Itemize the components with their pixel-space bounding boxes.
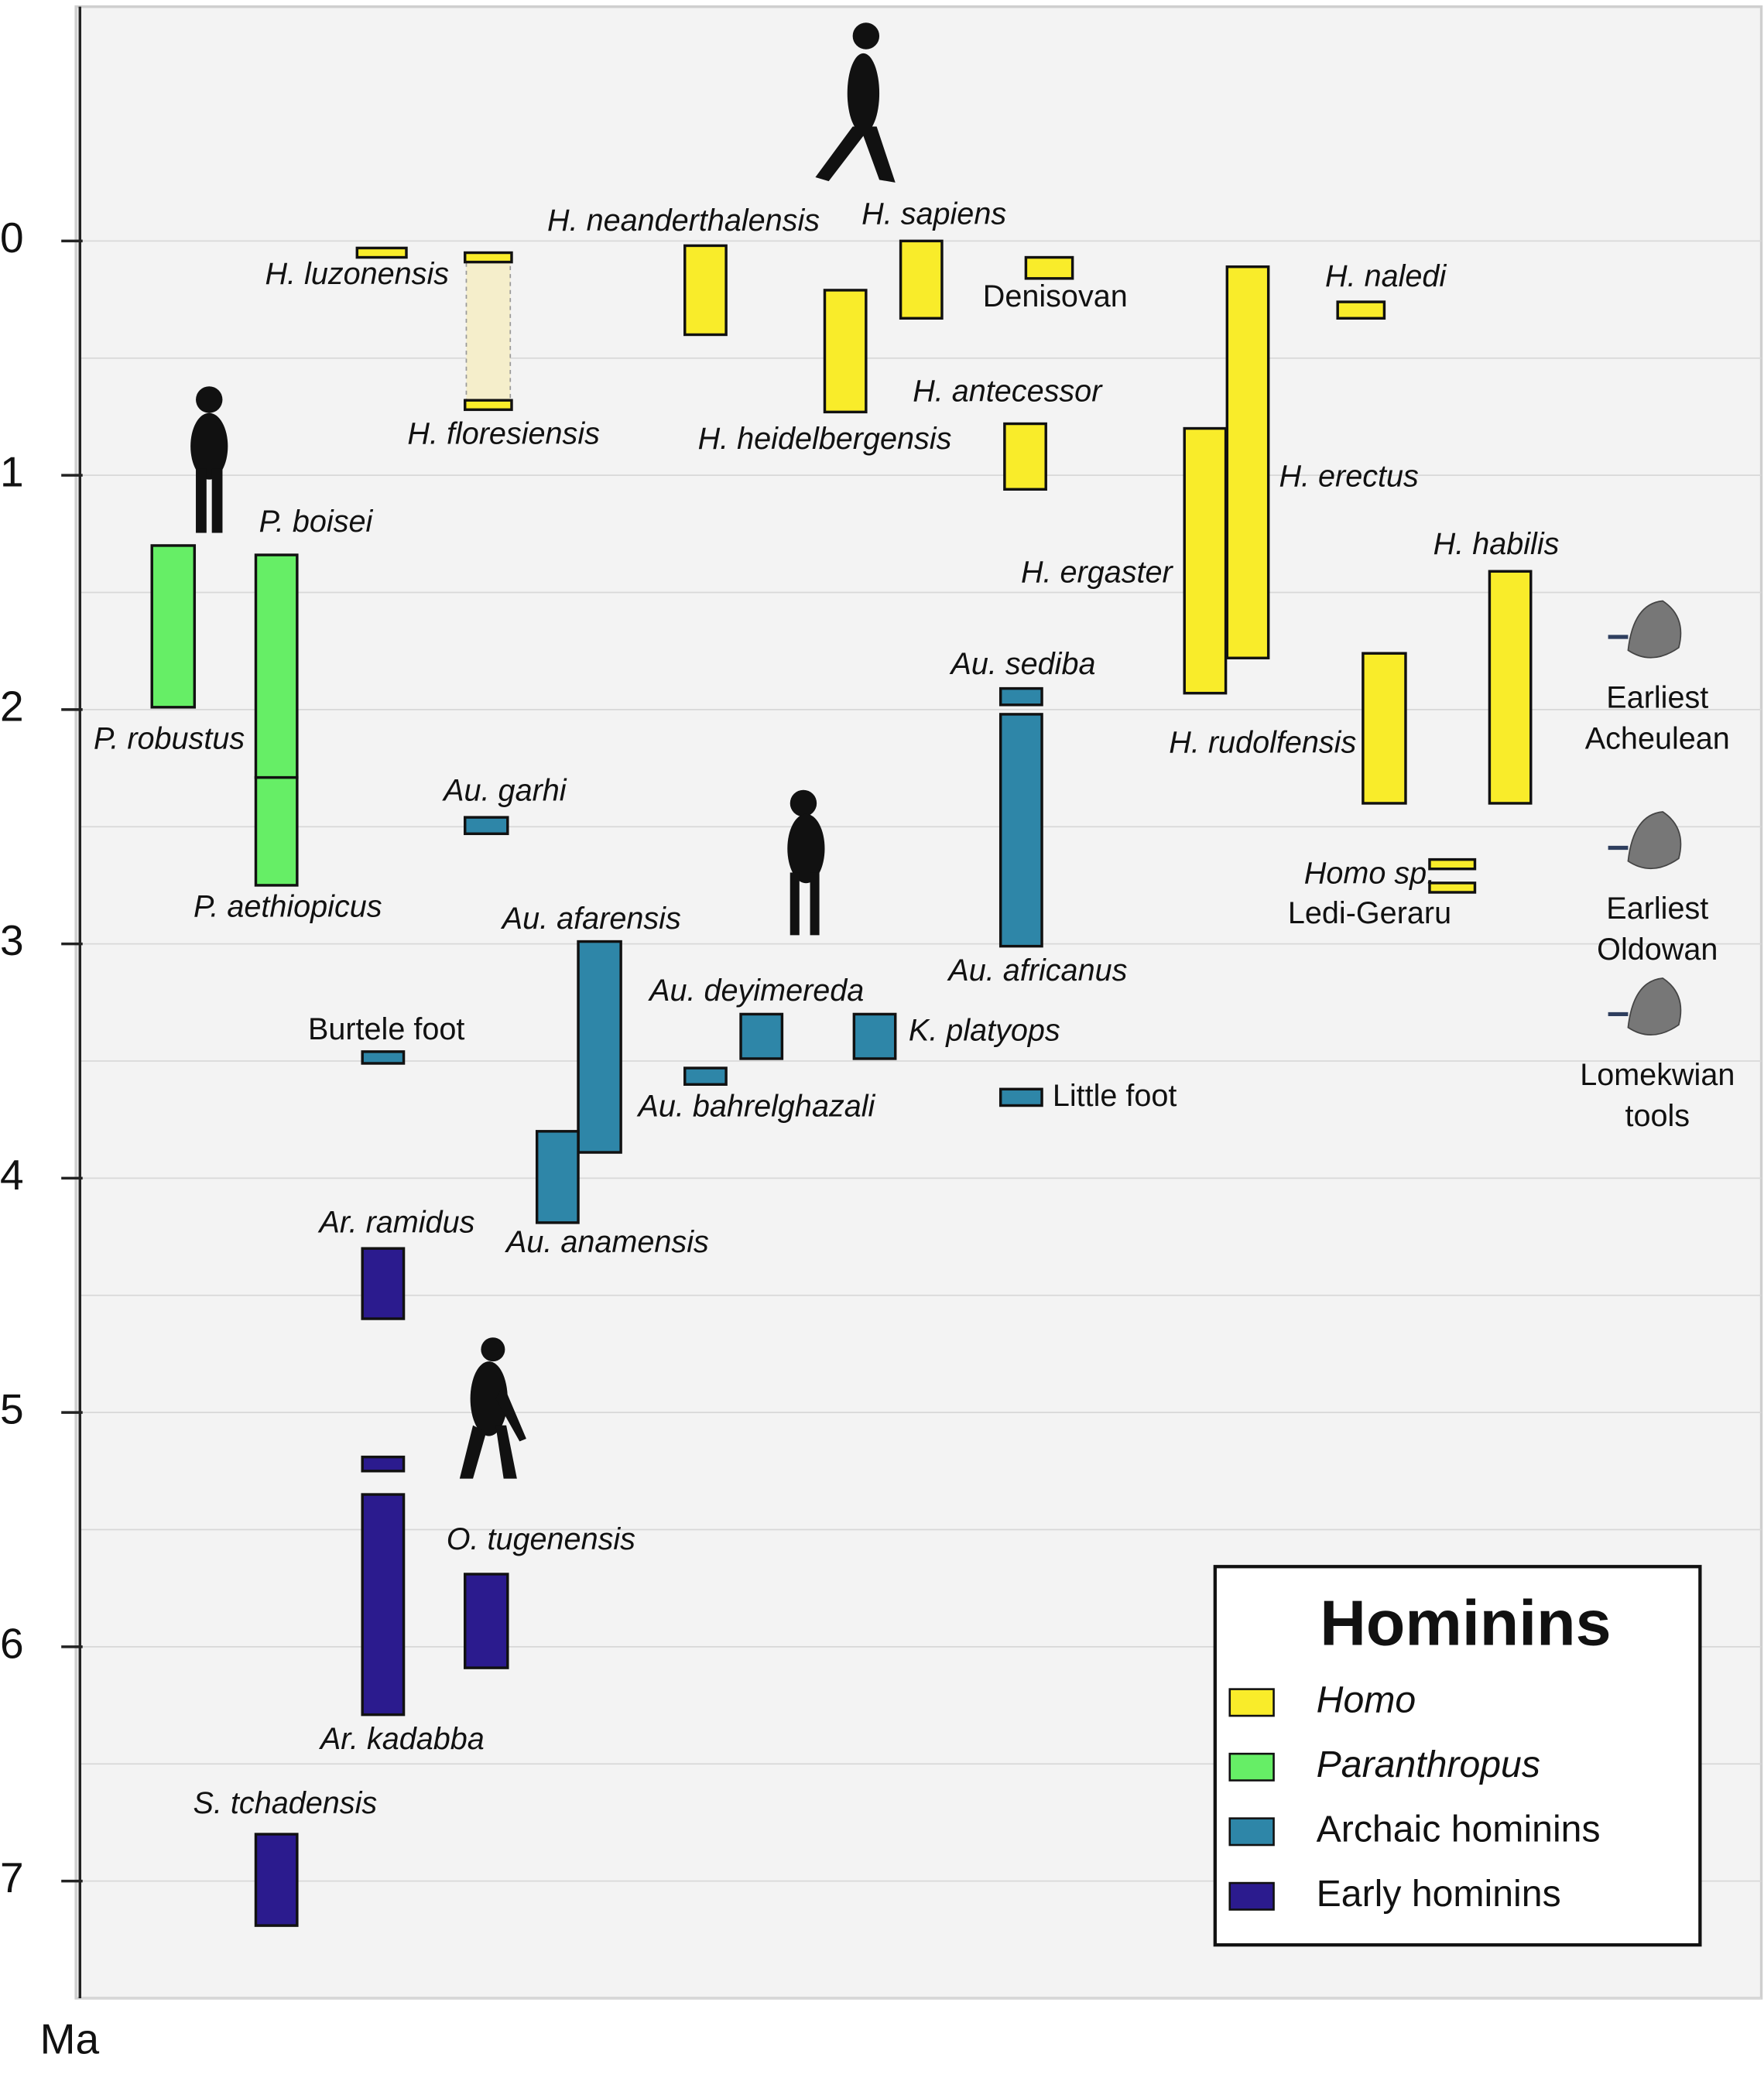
- range-bar: [535, 1130, 580, 1224]
- species-label: Au. garhi: [442, 774, 567, 808]
- tool-label: Acheulean: [1585, 722, 1730, 756]
- species-label: Au. afarensis: [501, 902, 681, 936]
- range-bar: [899, 239, 944, 320]
- range-bar: [852, 1012, 897, 1060]
- range-bar: [683, 244, 728, 337]
- species-label: Au. bahrelghazali: [637, 1090, 876, 1124]
- species-label: P. aethiopicus: [194, 889, 382, 923]
- tool-label: Earliest: [1606, 892, 1708, 926]
- legend-swatch: [1228, 1817, 1275, 1847]
- range-bar: [464, 251, 513, 264]
- y-axis-label: Ma: [40, 2014, 100, 2062]
- legend-label: Archaic hominins: [1317, 1809, 1601, 1850]
- legend-swatch: [1228, 1881, 1275, 1911]
- species-label: Au. africanus: [947, 953, 1127, 988]
- tool-label: Oldowan: [1597, 933, 1718, 967]
- tool-icon: [1627, 600, 1682, 659]
- species-label: Au. anamensis: [505, 1225, 709, 1259]
- legend-swatch: [1228, 1688, 1275, 1717]
- species-label: O. tugenensis: [447, 1522, 635, 1556]
- range-bar: [1003, 422, 1047, 491]
- species-label: Ledi-Geraru: [1288, 896, 1451, 930]
- species-label: H. ergaster: [1021, 555, 1174, 589]
- range-bar: [823, 289, 868, 414]
- range-bar: [1336, 300, 1386, 320]
- silhouette-australopithecus: [787, 789, 825, 936]
- species-label: H. rudolfensis: [1169, 726, 1356, 760]
- range-bar: [998, 686, 1043, 707]
- silhouette-ardipithecus: [459, 1337, 526, 1479]
- range-bar: [361, 1493, 406, 1717]
- y-tick-label: 1: [0, 448, 24, 496]
- range-bar: [1362, 652, 1407, 805]
- y-tick-label: 7: [0, 1854, 24, 1901]
- y-tick-label: 2: [0, 682, 24, 730]
- legend-title: Hominins: [1320, 1587, 1611, 1658]
- legend-swatch: [1228, 1752, 1275, 1782]
- species-label: H. heidelbergensis: [698, 422, 952, 456]
- range-bar: [739, 1012, 784, 1060]
- range-bar: [254, 775, 299, 887]
- range-bar: [150, 544, 197, 709]
- tool-icon: [1627, 977, 1682, 1036]
- range-bar: [1428, 881, 1477, 894]
- range-bar: [355, 246, 408, 259]
- range-bar: [254, 553, 299, 779]
- species-label: Little foot: [1053, 1079, 1177, 1113]
- species-label: H. habilis: [1433, 527, 1560, 561]
- range-bar: [683, 1066, 728, 1086]
- y-tick-label: 4: [0, 1151, 24, 1199]
- y-tick-label: 5: [0, 1385, 24, 1433]
- range-bar: [998, 1087, 1043, 1107]
- legend-label: Homo: [1317, 1679, 1416, 1721]
- range-bar: [361, 1247, 406, 1320]
- y-tick-label: 3: [0, 916, 24, 964]
- legend-box: [1213, 1565, 1702, 1947]
- range-bar: [1225, 265, 1270, 659]
- species-label: Burtele foot: [308, 1012, 464, 1046]
- range-bar: [464, 816, 509, 836]
- y-tick-label: 0: [0, 214, 24, 262]
- species-label: Ar. kadabba: [319, 1722, 485, 1756]
- species-label: S. tchadensis: [194, 1786, 378, 1820]
- range-bar: [464, 399, 513, 412]
- range-bar: [361, 1050, 406, 1065]
- species-label: Denisovan: [983, 279, 1128, 313]
- species-label: H. floresiensis: [407, 416, 600, 450]
- species-label: Homo sp.: [1304, 856, 1435, 890]
- range-bar: [1488, 570, 1533, 805]
- y-tick-label: 6: [0, 1619, 24, 1667]
- legend-label: Early hominins: [1317, 1873, 1561, 1915]
- uncertain-span: [465, 261, 512, 402]
- range-bar: [1024, 255, 1074, 280]
- range-bar: [1183, 426, 1228, 695]
- species-label: P. robustus: [94, 722, 245, 756]
- tool-label: Earliest: [1606, 680, 1708, 714]
- legend-label: Paranthropus: [1317, 1744, 1540, 1785]
- tool-label: Lomekwian: [1580, 1058, 1735, 1092]
- silhouette-paranthropus: [190, 386, 228, 533]
- species-label: H. erectus: [1279, 459, 1418, 493]
- species-label: H. luzonensis: [265, 257, 449, 291]
- species-label: Au. sediba: [949, 647, 1095, 681]
- species-label: H. neanderthalensis: [547, 204, 820, 238]
- range-bar: [361, 1455, 406, 1473]
- species-label: H. antecessor: [913, 374, 1103, 408]
- range-bar: [464, 1573, 509, 1669]
- species-label: Au. deyimereda: [648, 974, 864, 1008]
- tool-icon: [1627, 811, 1682, 870]
- silhouette-sapiens: [815, 22, 896, 183]
- species-label: K. platyops: [909, 1013, 1060, 1047]
- range-bar: [577, 940, 622, 1154]
- tool-label: tools: [1625, 1099, 1690, 1133]
- range-bar: [998, 713, 1043, 948]
- silhouettes: [190, 22, 896, 1479]
- range-bar: [1428, 857, 1477, 871]
- species-label: P. boisei: [259, 505, 374, 539]
- species-label: H. naledi: [1325, 259, 1447, 293]
- species-label: Ar. ramidus: [318, 1205, 475, 1239]
- species-label: H. sapiens: [861, 197, 1006, 231]
- range-bar: [254, 1833, 299, 1927]
